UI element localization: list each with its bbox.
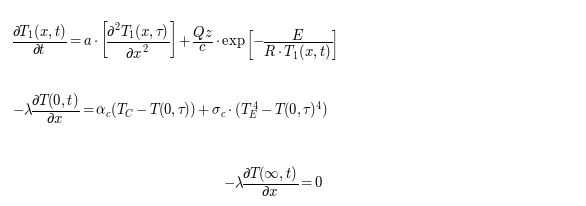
Text: $-\lambda \dfrac{\partial T(0,t)}{\partial x} = \alpha_c (T_C - T(0,\tau)) + \si: $-\lambda \dfrac{\partial T(0,t)}{\parti…: [12, 92, 328, 126]
Text: $\dfrac{\partial T_1(x,t)}{\partial t} = a \cdot \left[ \dfrac{\partial^2 T_1(x,: $\dfrac{\partial T_1(x,t)}{\partial t} =…: [12, 19, 337, 63]
Text: $-\lambda \dfrac{\partial T(\infty,t)}{\partial x} = 0$: $-\lambda \dfrac{\partial T(\infty,t)}{\…: [223, 164, 323, 199]
